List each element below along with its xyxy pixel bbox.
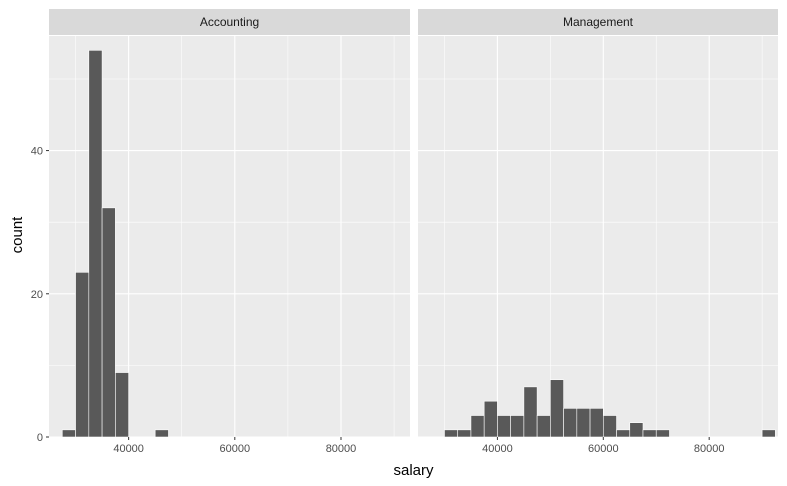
histogram-bar bbox=[563, 408, 578, 438]
histogram-bar bbox=[497, 415, 511, 438]
x-axis: 40000 60000 80000 40000 60000 80000 bbox=[113, 437, 724, 455]
x-tick-label: 60000 bbox=[588, 443, 619, 455]
y-tick-label: 20 bbox=[31, 289, 43, 301]
histogram-bar bbox=[576, 408, 591, 438]
panel-background bbox=[418, 36, 778, 437]
histogram-bar bbox=[616, 429, 631, 438]
histogram-bar bbox=[483, 400, 498, 438]
y-tick-label: 0 bbox=[37, 432, 43, 444]
x-tick-label: 80000 bbox=[694, 443, 725, 455]
histogram-bar bbox=[444, 429, 459, 438]
histogram-bar bbox=[523, 386, 538, 438]
y-axis: 0 20 40 bbox=[31, 146, 49, 444]
facet-strip-label: Management bbox=[563, 15, 634, 29]
facet-strip-label: Accounting bbox=[200, 15, 259, 29]
histogram-bar bbox=[115, 372, 129, 438]
histogram-bar bbox=[154, 429, 169, 438]
histogram-bar bbox=[536, 415, 551, 438]
x-tick-label: 40000 bbox=[113, 443, 144, 455]
x-tick-label: 40000 bbox=[482, 443, 513, 455]
histogram-bar bbox=[88, 50, 103, 438]
histogram-bar bbox=[457, 429, 472, 438]
x-tick-label: 80000 bbox=[326, 443, 357, 455]
histogram-bar bbox=[550, 379, 564, 438]
facet-strip-management bbox=[418, 9, 778, 35]
histogram-bar bbox=[101, 207, 116, 438]
y-tick-label: 40 bbox=[31, 146, 43, 158]
histogram-bar bbox=[642, 429, 657, 438]
y-axis-title: count bbox=[9, 216, 26, 254]
facet-strip-accounting bbox=[49, 9, 410, 35]
histogram-bar bbox=[470, 415, 485, 438]
facet-panel-management: Management bbox=[418, 9, 778, 438]
histogram-bar bbox=[75, 272, 90, 438]
histogram-bar bbox=[602, 415, 617, 438]
x-axis-title: salary bbox=[393, 462, 434, 479]
facet-panel-accounting: Accounting bbox=[49, 9, 410, 438]
histogram-bar bbox=[510, 415, 525, 438]
histogram-bar bbox=[589, 408, 604, 438]
histogram-bar bbox=[629, 422, 644, 438]
histogram-bar bbox=[61, 429, 76, 438]
histogram-bar bbox=[761, 429, 776, 438]
facet-panels: Accounting Management bbox=[49, 9, 778, 438]
x-tick-label: 60000 bbox=[220, 443, 251, 455]
histogram-bar bbox=[655, 429, 670, 438]
